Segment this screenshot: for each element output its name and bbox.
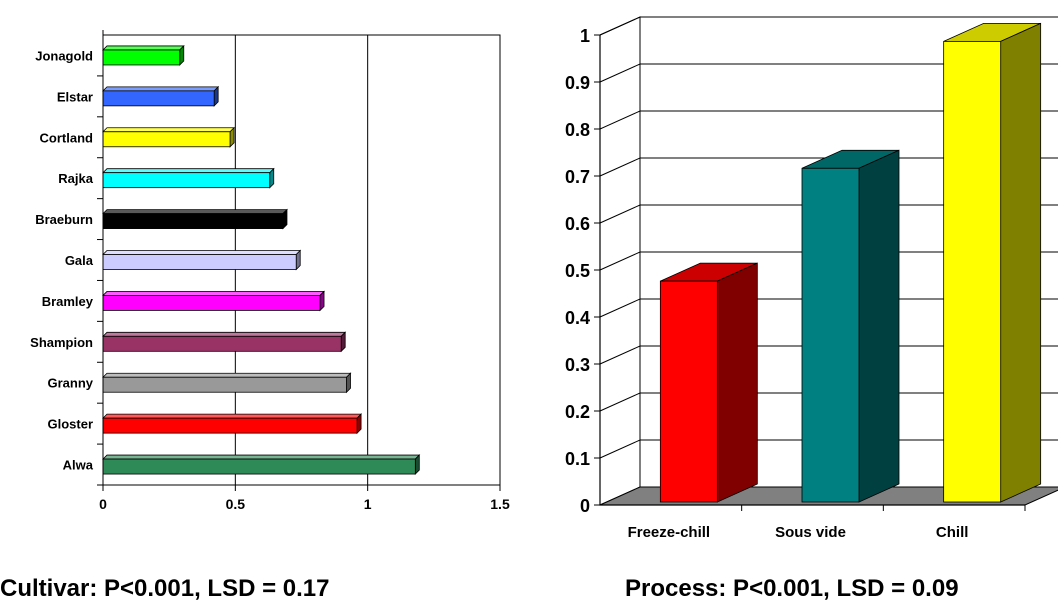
bar-side	[716, 262, 758, 503]
gridline-y	[599, 63, 1058, 83]
y-tick-label: Granny	[47, 376, 93, 391]
y-tick-label: 0.4	[565, 308, 590, 328]
y-tick-label: Alwa	[63, 458, 94, 473]
bar	[943, 41, 1002, 503]
bar-side	[858, 149, 900, 503]
y-tick-label: 0.7	[565, 167, 590, 187]
y-tick-label: 0	[580, 496, 590, 516]
y-tick-label: 0.2	[565, 402, 590, 422]
gridline-y	[599, 298, 1058, 318]
x-tick-label: 1	[364, 496, 372, 512]
y-tick-label: Shampion	[30, 335, 93, 350]
x-tick-label: 1.5	[490, 496, 510, 512]
gridline-y	[599, 392, 1058, 412]
y-tick-label: Elstar	[57, 89, 93, 104]
bar	[801, 167, 860, 503]
y-tick-label: 0.9	[565, 73, 590, 93]
gridline-y	[599, 110, 1058, 130]
y-tick-label: 0.5	[565, 261, 590, 281]
x-tick-label: Sous vide	[775, 524, 846, 541]
x-tick-label: Freeze-chill	[628, 524, 711, 541]
y-tick-label: Jonagold	[35, 48, 93, 63]
gridline-y	[599, 16, 1058, 36]
y-tick-label: Gala	[65, 253, 94, 268]
bar	[659, 280, 718, 503]
cultivar-caption: Cultivar: P<0.001, LSD = 0.17	[0, 575, 330, 602]
gridline-y	[599, 439, 1058, 459]
y-tick-label: 0.8	[565, 120, 590, 140]
gridline-y	[599, 251, 1058, 271]
y-tick-label: 1	[580, 26, 590, 46]
y-tick-label: 0.3	[565, 355, 590, 375]
process-caption: Process: P<0.001, LSD = 0.09	[625, 575, 959, 602]
bar-side	[1000, 22, 1042, 503]
cultivar-bar-chart: 0 0.5 1 1.5 Alwa Gloster Granny Shampion Bramley…	[30, 30, 510, 512]
y-tick-label: Braeburn	[35, 212, 93, 227]
y-tick-label: Gloster	[47, 417, 93, 432]
x-tick-label: 0	[99, 496, 107, 512]
process-bar-chart: 0 0.1 0.2 0.3 0.4 0.5 0.6 0.7 0.8 0.9 1 Freeze-chil…	[565, 16, 1058, 541]
y-tick-label: Cortland	[40, 130, 94, 145]
y-tick-label: 0.6	[565, 214, 590, 234]
gridline-y	[599, 204, 1058, 224]
y-tick-label: Rajka	[58, 171, 93, 186]
gridline-y	[599, 157, 1058, 177]
gridline-y	[599, 345, 1058, 365]
y-tick-label: 0.1	[565, 449, 590, 469]
y-tick-label: Bramley	[42, 294, 94, 309]
x-tick-label: 0.5	[226, 496, 246, 512]
x-tick-label: Chill	[936, 524, 969, 541]
